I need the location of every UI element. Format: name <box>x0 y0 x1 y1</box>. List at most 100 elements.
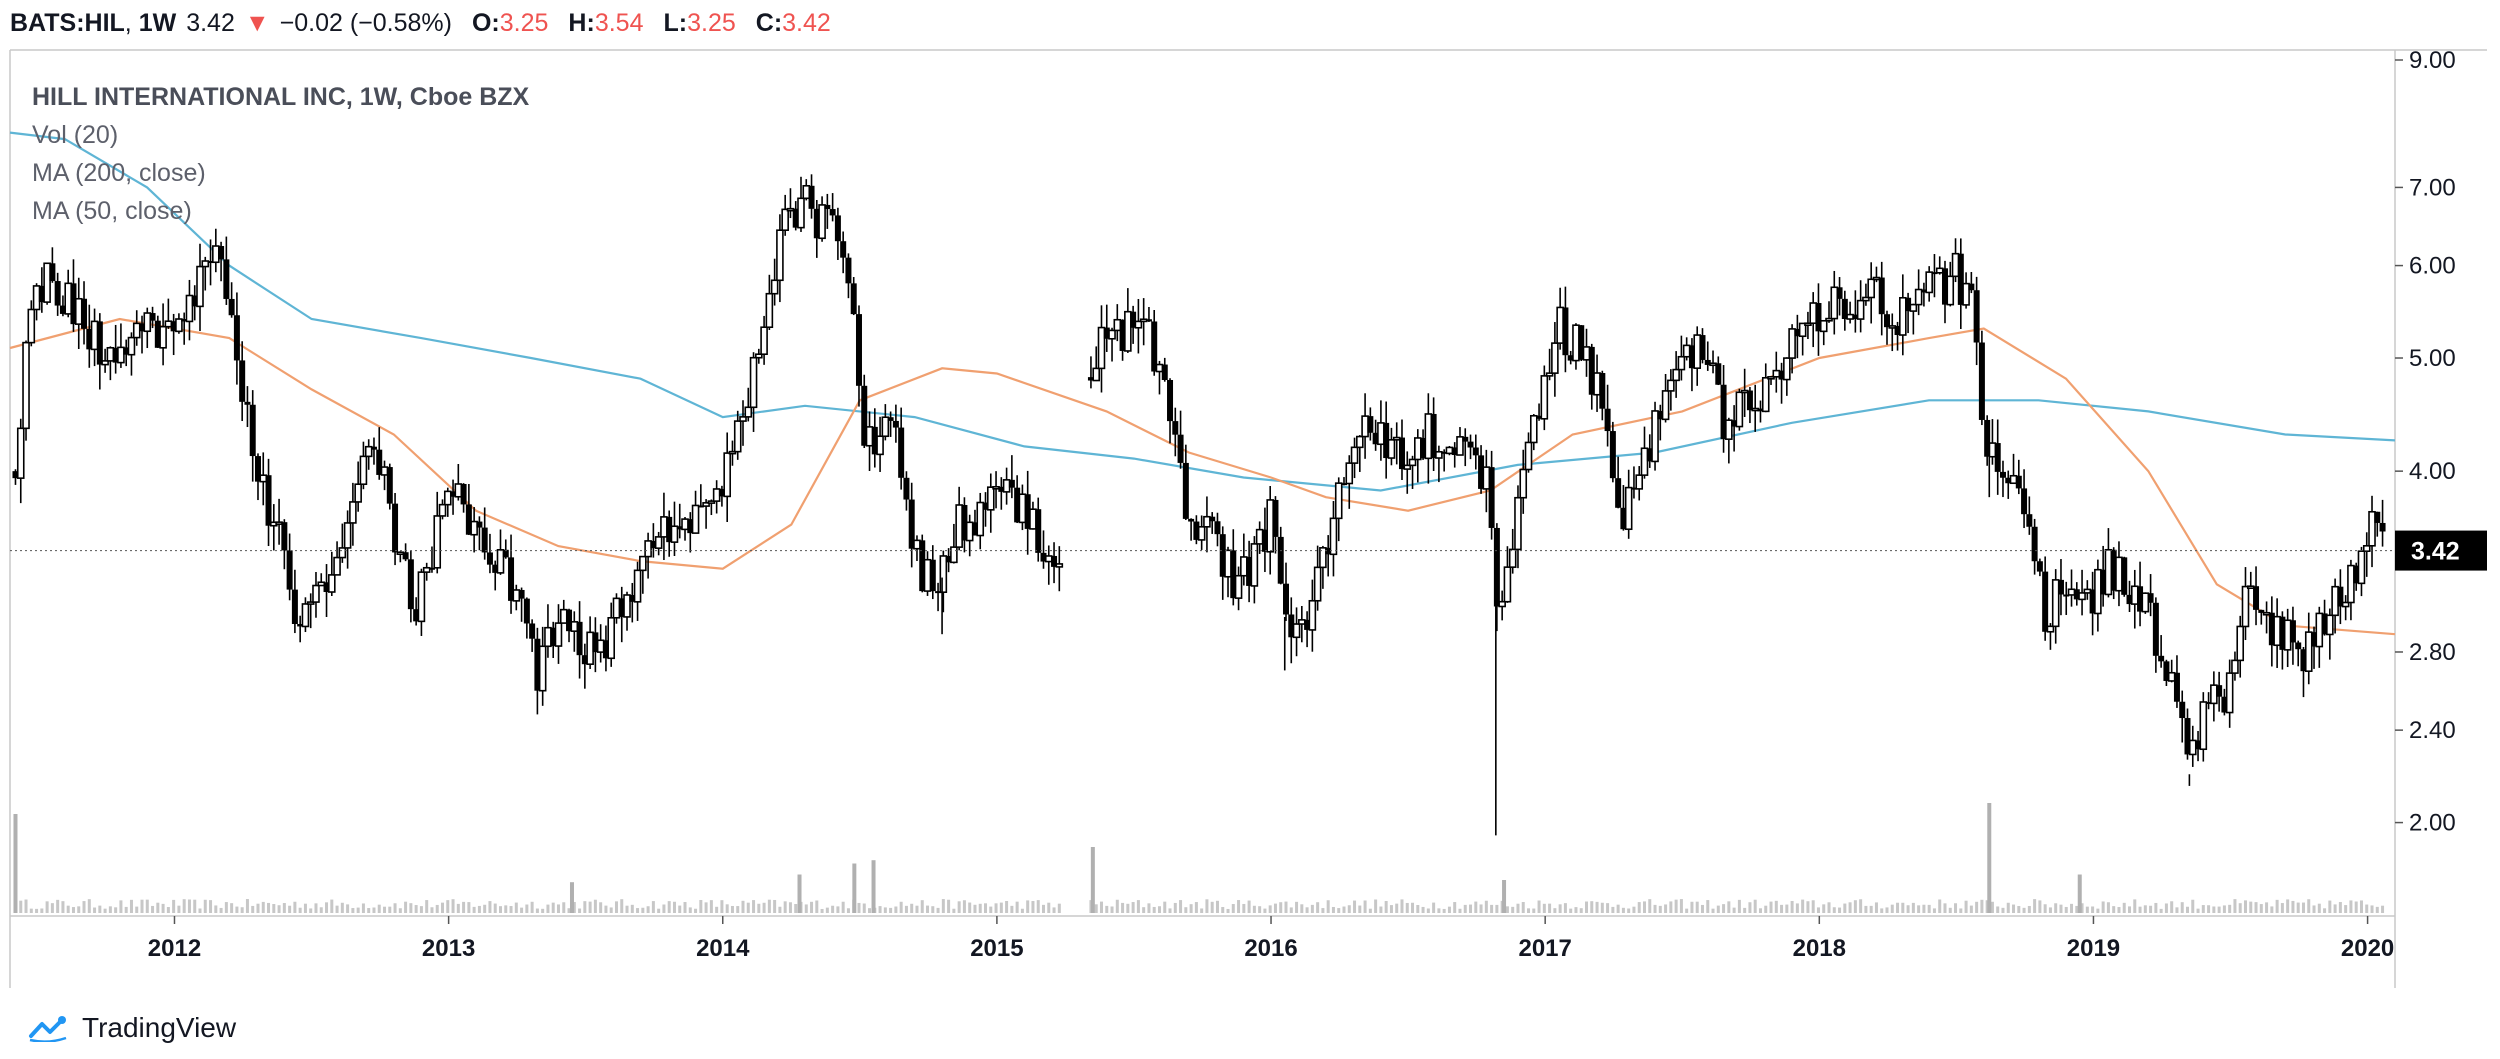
candle-body <box>1139 318 1148 323</box>
volume-bar <box>1711 908 1715 913</box>
symbol-label[interactable]: BATS:HIL <box>10 8 125 37</box>
candle-body <box>1804 322 1812 327</box>
candle-body <box>1957 253 1964 305</box>
volume-bar <box>1094 904 1098 913</box>
chart-frame[interactable]: 9.00 7.00 6.00 5.00 4.00 2.80 2.40 2.00 2012 2013… <box>0 46 2500 996</box>
y-tick-label: 2.00 <box>2409 810 2456 837</box>
volume-bar <box>1210 901 1214 913</box>
candle-body <box>2163 661 2170 681</box>
volume-bar <box>414 905 418 913</box>
candle-body <box>1599 373 1606 409</box>
candle-body <box>570 621 579 632</box>
candle-body <box>529 623 536 639</box>
candle-body <box>2300 649 2307 672</box>
y-tick-label: 6.00 <box>2409 253 2456 280</box>
legend-volume[interactable]: Vol (20) <box>32 121 119 149</box>
candle-body <box>602 640 609 659</box>
candle-body <box>1973 290 1980 343</box>
volume-bar <box>1263 908 1267 913</box>
candle-body <box>2179 701 2186 719</box>
volume-bar <box>757 903 761 913</box>
volume-bar <box>1200 908 1204 913</box>
high-value: 3.54 <box>594 8 644 37</box>
volume-bar <box>1258 906 1262 913</box>
candle-body <box>1624 486 1633 531</box>
interval-label[interactable]: 1W <box>138 8 177 37</box>
volume-bar <box>699 900 703 913</box>
volume-bar <box>1911 902 1915 913</box>
volume-bar <box>1737 899 1741 913</box>
volume-bar <box>2022 907 2026 913</box>
volume-bar <box>2043 904 2047 913</box>
candle-body <box>596 639 605 653</box>
candle-body <box>2295 642 2302 650</box>
volume-bar <box>620 899 624 913</box>
candle-body <box>1978 342 1985 420</box>
volume-bar <box>198 908 202 913</box>
candle-body <box>43 262 51 303</box>
candle-body <box>2104 548 2113 596</box>
candle-body <box>1113 318 1122 332</box>
candle-body <box>998 486 1005 492</box>
volume-bar <box>1316 902 1320 913</box>
candle-body <box>829 209 836 216</box>
volume-bar <box>1342 906 1346 913</box>
tradingview-cloud-icon <box>29 1015 67 1042</box>
volume-bar <box>1389 905 1393 913</box>
candle-body <box>681 518 689 531</box>
volume-bar <box>1205 899 1209 913</box>
legend-ma200[interactable]: MA (200, close) <box>32 159 206 187</box>
candle-body <box>1778 370 1785 380</box>
candle-series <box>12 174 2386 767</box>
volume-bar <box>804 904 808 913</box>
candle-body <box>1008 479 1015 488</box>
volume-bar <box>303 903 307 913</box>
volume-bar <box>1189 904 1193 913</box>
volume-bar <box>1110 906 1114 913</box>
volume-bar <box>657 908 661 913</box>
volume-bar <box>430 907 434 913</box>
volume-bar <box>1874 902 1878 913</box>
candle-body <box>438 503 447 517</box>
candle-body <box>865 426 874 447</box>
volume-bar <box>82 901 86 913</box>
volume-bar <box>978 903 982 913</box>
candle-body <box>1604 408 1611 432</box>
candle-body <box>149 313 156 321</box>
volume-bar <box>1585 901 1589 913</box>
volume-bar <box>1569 908 1573 913</box>
candle-body <box>1767 376 1775 380</box>
candle-body <box>2221 696 2228 713</box>
candle-body <box>2021 488 2028 515</box>
volume-bar <box>446 900 450 913</box>
volume-bar <box>2217 906 2221 913</box>
candle-body <box>2353 565 2360 584</box>
candle-body <box>1962 282 1970 306</box>
candle-body <box>2015 475 2022 489</box>
candle-body <box>1298 619 1306 625</box>
candle-body <box>2374 511 2381 523</box>
candle-body <box>301 603 310 628</box>
volume-bar <box>1758 908 1762 913</box>
x-tick-label: 2018 <box>1793 935 1846 962</box>
volume-bar <box>2228 904 2232 913</box>
candle-body <box>275 521 283 525</box>
volume-bar <box>1795 903 1799 913</box>
candle-body <box>1325 547 1332 555</box>
candle-body <box>2110 549 2117 591</box>
candle-body <box>2304 631 2313 672</box>
candle-body <box>913 539 921 550</box>
volume-bar <box>1326 900 1330 913</box>
legend-ma50[interactable]: MA (50, close) <box>32 197 192 225</box>
price-chart[interactable]: 9.00 7.00 6.00 5.00 4.00 2.80 2.40 2.00 2012 2013… <box>0 46 2500 996</box>
volume-bar <box>1057 903 1061 913</box>
volume-bar <box>441 902 445 913</box>
candle-body <box>824 204 831 210</box>
candle-body <box>887 417 894 421</box>
volume-bar <box>2301 902 2305 913</box>
candle-body <box>618 598 625 617</box>
candle-body <box>2368 510 2376 547</box>
candle-body <box>919 540 926 592</box>
candle-body <box>396 551 405 556</box>
tradingview-logo[interactable]: TradingView <box>28 1012 236 1044</box>
